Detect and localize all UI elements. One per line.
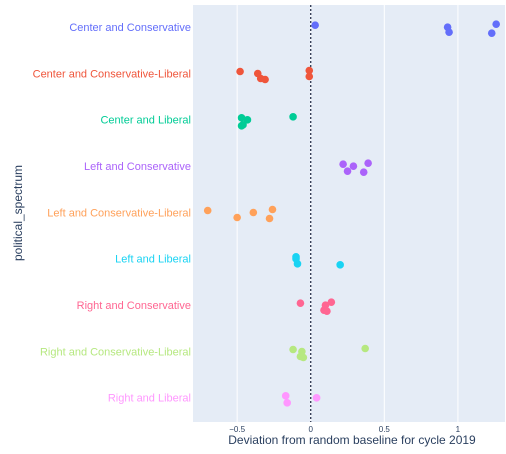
x-tick-label: −0.5 xyxy=(229,425,245,434)
point xyxy=(305,72,314,81)
x-tick-label: 0 xyxy=(309,425,314,434)
y-tick-label: Left and Conservative-Liberal xyxy=(47,207,191,219)
point xyxy=(305,66,314,75)
y-tick-label: Center and Conservative xyxy=(69,22,191,34)
point xyxy=(298,347,306,356)
point xyxy=(289,113,297,121)
point xyxy=(289,345,297,354)
x-tick-label: 0.5 xyxy=(379,425,391,434)
point xyxy=(283,399,291,407)
point xyxy=(237,122,246,130)
x-tick-label: 1 xyxy=(456,425,461,434)
point xyxy=(237,114,246,122)
point xyxy=(336,261,344,269)
point xyxy=(312,394,321,402)
point xyxy=(364,159,372,167)
point xyxy=(361,344,369,353)
point xyxy=(323,307,331,315)
plot-background xyxy=(193,5,505,422)
y-tick-label: Left and Conservative xyxy=(84,161,191,173)
point xyxy=(253,69,262,78)
y-tick-label: Left and Liberal xyxy=(115,254,191,266)
point xyxy=(261,75,269,84)
y-axis-title: political_spectrum xyxy=(11,165,25,261)
point xyxy=(327,298,336,306)
y-tick-label: Right and Conservative xyxy=(77,300,191,312)
point xyxy=(339,160,347,168)
point xyxy=(359,168,368,176)
point xyxy=(203,206,212,215)
point xyxy=(487,29,496,37)
x-axis-title: Deviation from random baseline for cycle… xyxy=(228,433,476,447)
point xyxy=(443,23,452,31)
point xyxy=(281,392,290,400)
point xyxy=(233,213,241,222)
point xyxy=(311,21,319,29)
point xyxy=(292,255,300,263)
point xyxy=(265,214,274,223)
y-tick-label: Right and Liberal xyxy=(108,393,191,405)
point xyxy=(236,67,244,76)
point xyxy=(299,353,308,362)
point xyxy=(296,299,305,307)
point xyxy=(249,208,258,217)
point xyxy=(321,301,330,309)
point xyxy=(243,116,252,124)
point xyxy=(343,167,352,175)
y-tick-label: Right and Conservative-Liberal xyxy=(40,346,191,358)
point xyxy=(492,20,500,28)
point xyxy=(268,205,277,214)
y-tick-label: Center and Liberal xyxy=(100,115,191,127)
y-tick-label: Center and Conservative-Liberal xyxy=(33,68,191,80)
point xyxy=(349,162,358,170)
